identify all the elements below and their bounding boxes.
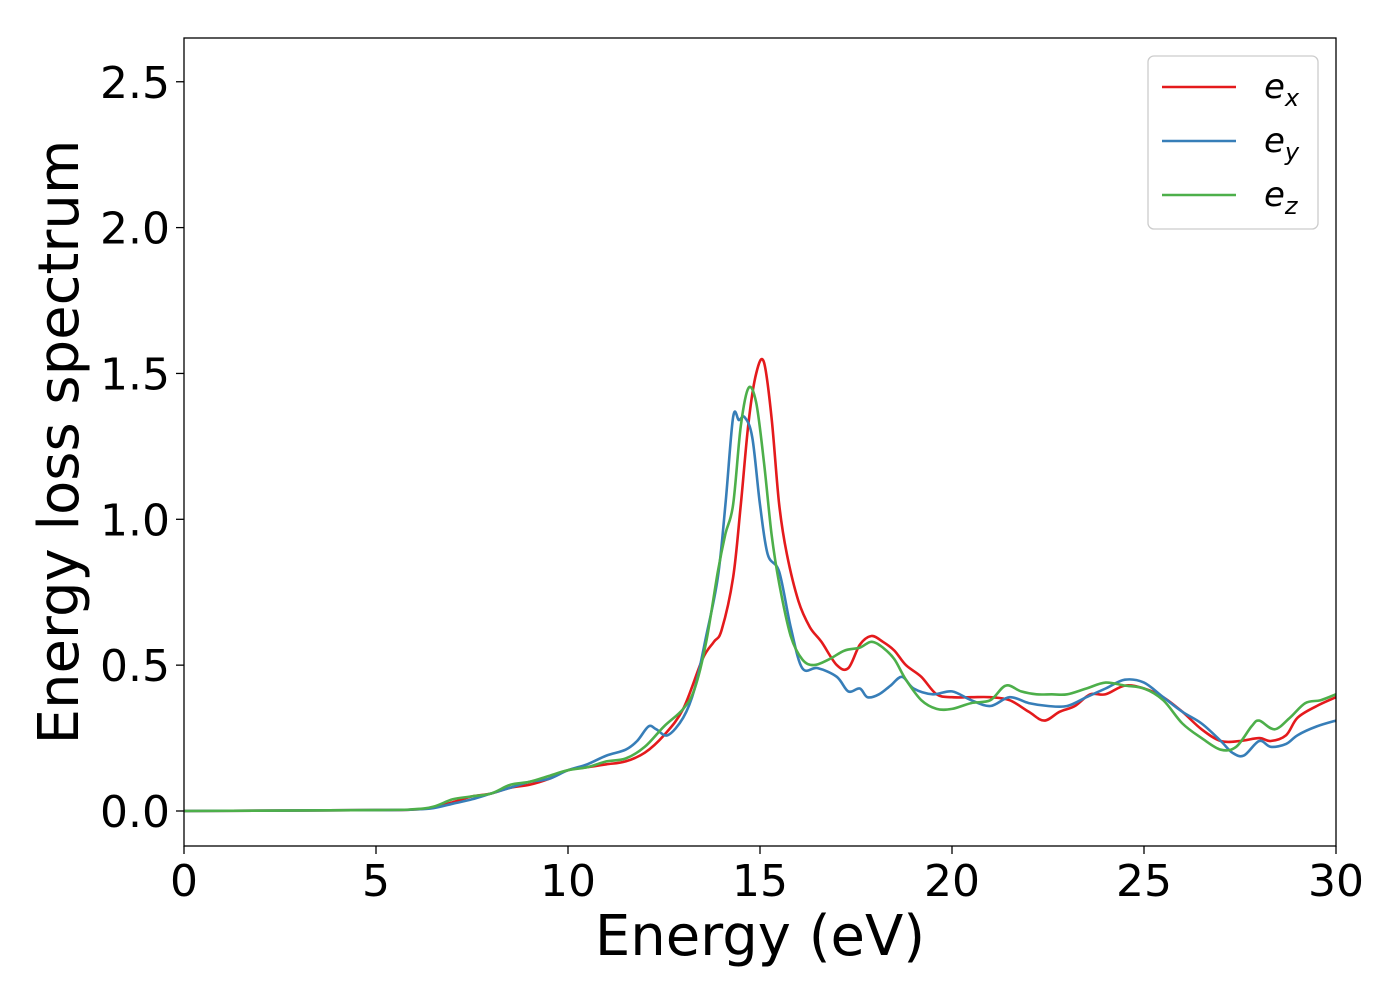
x-tick-label: 5 [362, 856, 390, 907]
plot-frame [183, 37, 1337, 847]
x-tick-label: 15 [732, 856, 788, 907]
y-tick-label: 2.0 [100, 204, 170, 255]
y-tick-label: 2.5 [100, 58, 170, 109]
x-tick-label: 0 [170, 856, 198, 907]
legend-label-x: ex [1264, 67, 1300, 112]
x-tick-label: 30 [1308, 856, 1364, 907]
series-layer [184, 357, 1336, 813]
series-line-y [184, 410, 1336, 813]
x-tick-label: 25 [1116, 856, 1172, 907]
x-tick-label: 20 [924, 856, 980, 907]
legend-label-y: ey [1264, 121, 1300, 166]
y-tick-label: 1.0 [100, 495, 170, 546]
tick-layer: 0 5 10 15 20 25 30 0.0 0.5 1.0 1.5 2.0 2.5 [100, 58, 1364, 907]
y-tick-label: 0.0 [100, 787, 170, 838]
y-tick-label: 1.5 [100, 349, 170, 400]
y-axis-title: Energy loss spectrum [27, 140, 92, 745]
legend-box [1147, 55, 1319, 230]
legend: ex ey ez [1147, 55, 1319, 230]
x-axis-title: Energy (eV) [595, 904, 925, 969]
y-tick-label: 0.5 [100, 641, 170, 692]
x-tick-label: 10 [540, 856, 596, 907]
legend-label-z: ez [1264, 175, 1299, 220]
series-line-z [184, 385, 1336, 813]
